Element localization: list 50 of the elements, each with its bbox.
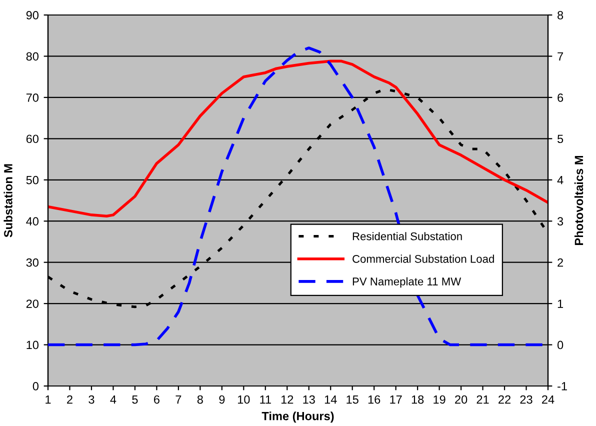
- legend-label: Commercial Substation Load: [352, 254, 494, 263]
- x-tick-label: 12: [281, 395, 294, 404]
- x-tick-label: 9: [219, 395, 225, 404]
- y2-tick-label: 3: [557, 217, 564, 226]
- y-tick-label: 90: [26, 11, 39, 20]
- x-tick-label: 4: [110, 395, 116, 404]
- x-tick-label: 11: [260, 395, 271, 404]
- y-axis-title: Substation M: [4, 164, 12, 238]
- x-tick-label: 6: [154, 395, 160, 404]
- y-tick-label: 60: [26, 134, 39, 144]
- y2-tick-label: 8: [558, 11, 564, 20]
- y2-tick-label: 0: [557, 340, 564, 350]
- x-tick-label: 15: [346, 395, 358, 404]
- y-tick-label: 10: [26, 340, 39, 350]
- y-tick-label: 50: [26, 176, 39, 184]
- y2-tick-label: 6: [558, 93, 564, 102]
- y-tick-label: 30: [26, 258, 39, 267]
- x-tick-label: 21: [476, 395, 489, 404]
- y2-tick-label: 7: [558, 52, 563, 60]
- x-tick-label: 23: [520, 395, 532, 404]
- y2-tick-label: 1: [558, 300, 564, 308]
- x-tick-label: 10: [238, 395, 250, 404]
- y2-tick-label: 4: [557, 176, 564, 184]
- x-tick-label: 17: [390, 395, 402, 404]
- y2-tick-label: 5: [558, 134, 564, 144]
- x-tick-label: 20: [455, 395, 468, 404]
- x-tick-label: 5: [132, 395, 138, 404]
- x-tick-label: 1: [46, 395, 51, 404]
- y2-tick-label: -1: [558, 382, 567, 390]
- x-tick-label: 14: [324, 395, 337, 404]
- y2-axis-title: Photovoltaics M: [574, 156, 584, 245]
- x-tick-label: 24: [542, 395, 554, 404]
- x-axis-title: Time (Hours): [262, 412, 334, 423]
- legend-label: Residential Substation: [352, 232, 462, 240]
- x-tick-label: 16: [368, 395, 380, 404]
- x-tick-label: 2: [67, 395, 72, 404]
- x-tick-label: 22: [498, 395, 510, 404]
- x-tick-label: 18: [412, 395, 424, 404]
- x-tick-label: 13: [303, 395, 315, 404]
- x-tick-label: 7: [176, 395, 182, 404]
- x-tick-label: 8: [197, 395, 203, 404]
- y-tick-label: 20: [26, 300, 39, 308]
- legend-label: PV Nameplate 11 MW: [352, 277, 462, 288]
- y-tick-label: 40: [26, 217, 39, 226]
- x-tick-label: 19: [434, 395, 446, 404]
- y-tick-label: 80: [26, 52, 39, 61]
- y2-tick-label: 2: [558, 258, 563, 267]
- y-tick-label: 0: [32, 382, 39, 390]
- y-tick-label: 70: [26, 93, 39, 102]
- x-tick-label: 3: [88, 395, 94, 404]
